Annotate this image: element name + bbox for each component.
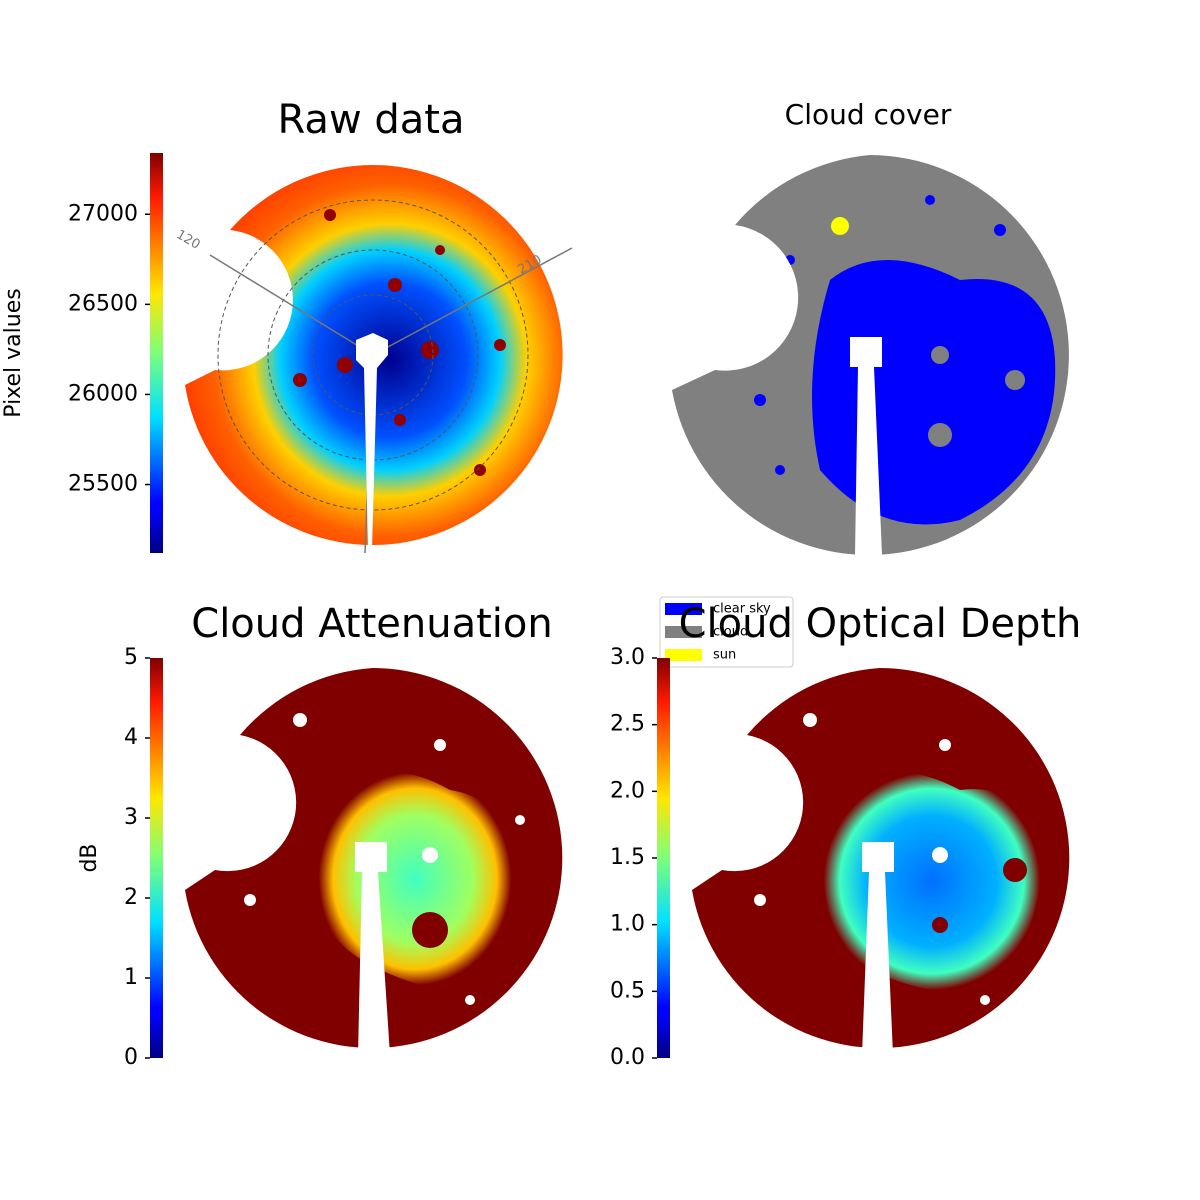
colorbar [657,658,670,1058]
colorbar-tick-label: 3 [124,805,138,830]
mask-region [736,296,744,304]
mast-cutout [355,842,387,872]
colorbar-tick-label: 1.5 [610,845,645,870]
legend-label: cloud [713,625,748,640]
mast-cutout [862,872,893,1055]
mask-region [775,465,785,475]
mast-cutout [862,842,894,872]
colorbar-tick-label: 0.0 [610,1045,645,1070]
chart-title: Raw data [278,97,465,143]
legend-label: sun [713,648,736,663]
sun-marker [831,217,849,235]
colorbar-tick-label: 25500 [68,472,138,497]
chart-title: Cloud Attenuation [191,601,552,647]
legend-swatch [665,626,702,638]
chart-title: Cloud cover [785,98,952,131]
colorbar-tick-label: 4 [124,725,138,750]
polar-label: 120 [173,227,202,252]
mask-region [994,224,1006,236]
colorbar-tick-label: 2.5 [610,712,645,737]
mask-region [928,423,952,447]
mask-region [754,394,766,406]
colorbar-label: dB [77,843,102,872]
legend-swatch [665,649,702,661]
colorbar-tick-label: 1.0 [610,912,645,937]
colorbar-tick-label: 0 [124,1045,138,1070]
mast-cutout [855,367,882,555]
colorbar-tick-label: 26500 [68,291,138,316]
mask-region [785,255,795,265]
colorbar-tick-label: 0.5 [610,978,645,1003]
colorbar-tick-label: 5 [124,645,138,670]
colorbar-tick-label: 3.0 [610,645,645,670]
legend-label: clear sky [713,602,771,617]
mast-cutout [358,872,390,1055]
chart-title: Cloud Optical Depth [679,601,1082,647]
mask-region [1005,370,1025,390]
mast-cutout [356,333,388,550]
colorbar [150,658,163,1058]
colorbar [150,153,163,553]
legend-swatch [665,603,702,615]
colorbar-tick-label: 2.0 [610,778,645,803]
colorbar-tick-label: 2 [124,885,138,910]
colorbar-label: Pixel values [1,288,26,417]
mask-region [931,346,949,364]
colorbar-tick-label: 26000 [68,381,138,406]
mask-region [925,195,935,205]
colorbar-tick-label: 27000 [68,201,138,226]
mast-cutout [850,337,882,367]
colorbar-tick-label: 1 [124,965,138,990]
